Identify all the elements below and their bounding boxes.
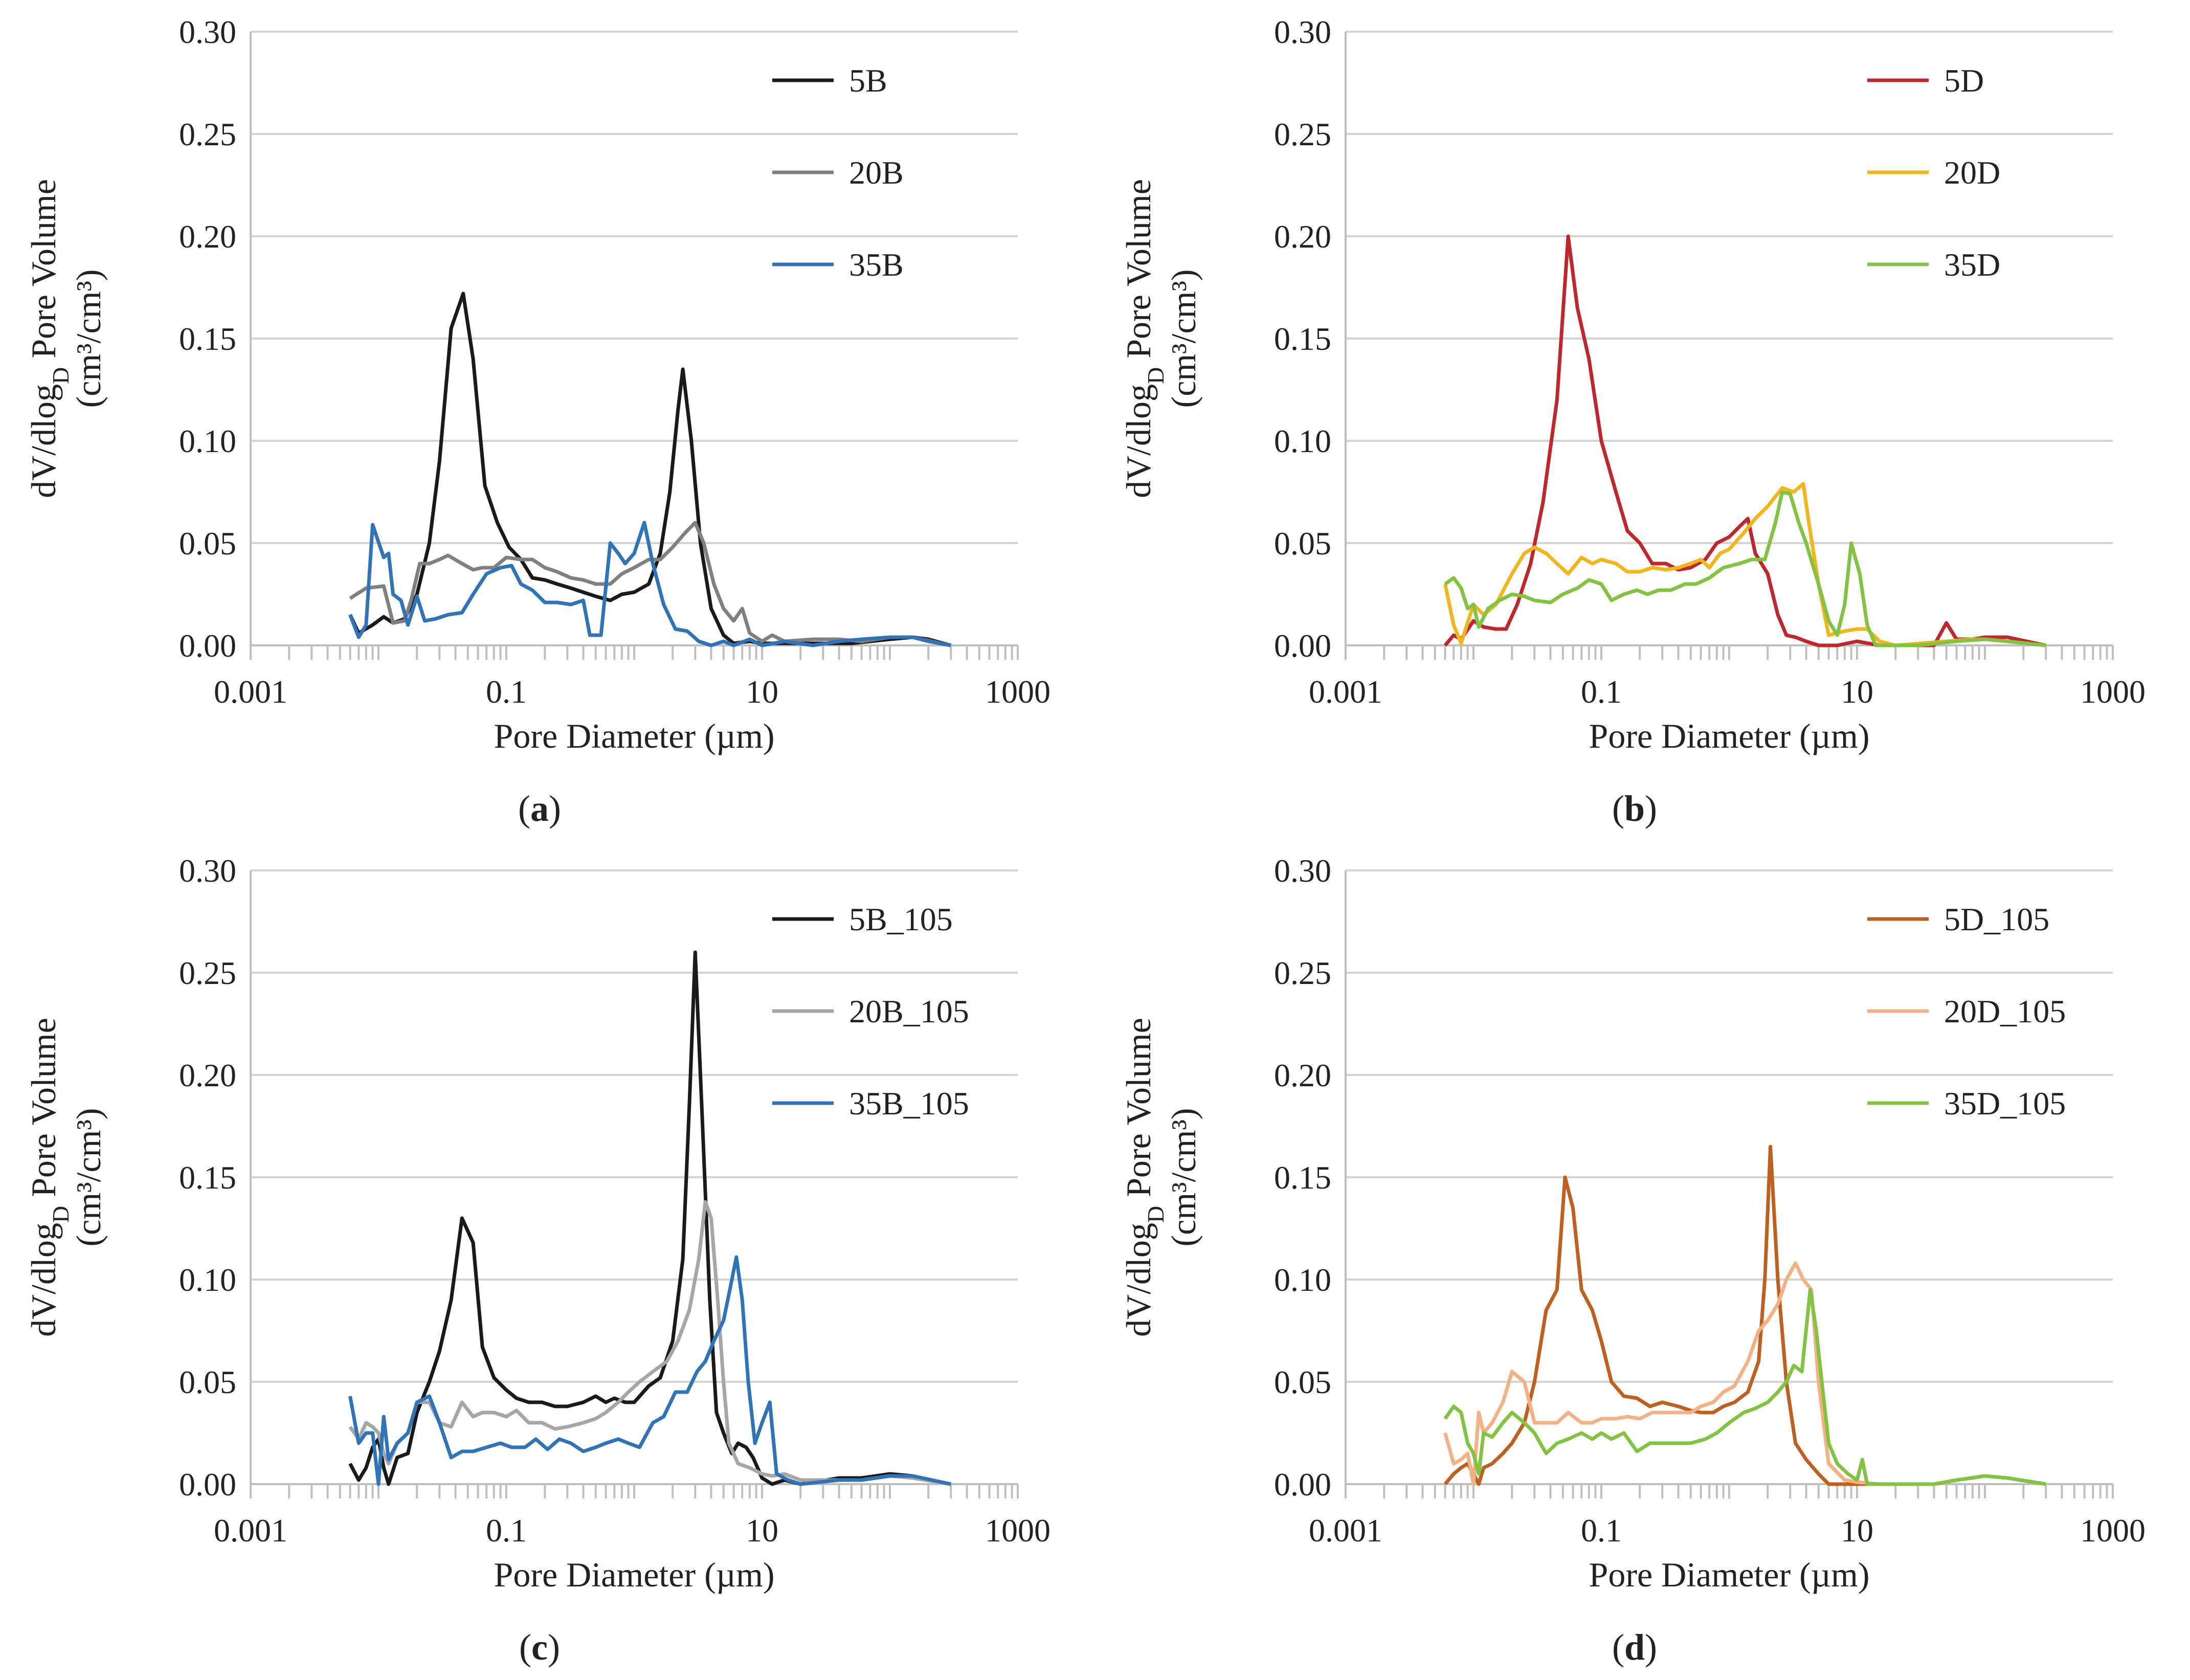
series-line-35D_105: [1443, 1288, 2046, 1486]
legend-label: 5B_105: [849, 901, 953, 937]
x-tick-label: 10: [1841, 1512, 1873, 1549]
x-tick-label: 0.1: [486, 674, 527, 710]
series-line-35D: [1444, 490, 2046, 647]
x-tick-label: 0.001: [1309, 674, 1382, 710]
series-line-20D: [1443, 482, 2046, 647]
y-tick-label: 0.25: [1274, 116, 1331, 152]
y-tick-label: 0.20: [1274, 218, 1331, 255]
legend-label: 20B_105: [849, 993, 969, 1029]
legend-label: 35B: [849, 247, 904, 283]
x-tick-label: 0.1: [1581, 1512, 1622, 1549]
y-tick-label: 0.05: [1274, 1364, 1331, 1400]
y-tick-label: 0.05: [179, 525, 236, 562]
y-tick-label: 0.25: [179, 116, 236, 152]
x-tick-label: 10: [746, 674, 778, 710]
y-axis-units: (cm³/cm³): [1164, 269, 1203, 408]
caption-b: (b): [1612, 788, 1657, 829]
y-tick-label: 0.00: [179, 1466, 236, 1503]
y-axis-title: dV/dlogD Pore Volume: [24, 179, 74, 498]
y-tick-label: 0.00: [1274, 1466, 1331, 1503]
x-axis-title: Pore Diameter (µm): [1589, 1555, 1870, 1594]
caption-c: (c): [519, 1627, 560, 1668]
legend-label: 20D_105: [1944, 993, 2066, 1029]
y-tick-label: 0.30: [1274, 853, 1331, 889]
y-tick-label: 0.00: [1274, 628, 1331, 664]
series-line-20B: [349, 521, 952, 647]
y-tick-label: 0.25: [1274, 955, 1331, 991]
chart-c: 0.00 0.05 0.10 0.15 0.20 0.25 0.30 0.001 0.1 10 10…: [24, 853, 1051, 1594]
x-axis-title: Pore Diameter (µm): [494, 716, 775, 755]
x-tick-label: 1000: [985, 1512, 1051, 1549]
y-axis-title: dV/dlogD Pore Volume: [24, 1018, 74, 1337]
chart-d: 0.00 0.05 0.10 0.15 0.20 0.25 0.30 0.001 0.1 10 10…: [1119, 853, 2146, 1594]
x-tick-label: 0.001: [1309, 1512, 1382, 1549]
legend-label: 5B: [849, 62, 887, 99]
x-tick-label: 10: [746, 1512, 778, 1549]
chart-panel-d: 0.00 0.05 0.10 0.15 0.20 0.25 0.30 0.001 0.1 10 10…: [1095, 839, 2190, 1677]
chart-a: 0.00 0.05 0.10 0.15 0.20 0.25 0.30 0.001 0.1 10 10…: [24, 14, 1051, 755]
x-tick-label: 0.001: [214, 674, 287, 710]
x-tick-label: 0.1: [486, 1512, 527, 1549]
legend-label: 5D_105: [1944, 901, 2049, 937]
series-line-20D_105: [1443, 1261, 2046, 1486]
series-line-5B: [348, 292, 952, 647]
series-line-35B_105: [348, 1255, 952, 1486]
y-axis-units: (cm³/cm³): [69, 1108, 108, 1246]
chart-panel-c: 0.00 0.05 0.10 0.15 0.20 0.25 0.30 0.001 0.1 10 10…: [0, 839, 1095, 1677]
legend-label: 35B_105: [849, 1085, 969, 1122]
chart-panel-a: 0.00 0.05 0.10 0.15 0.20 0.25 0.30 0.001 0.1 10 10…: [0, 0, 1095, 839]
y-axis-title: dV/dlogD Pore Volume: [1119, 179, 1169, 498]
x-tick-label: 1000: [985, 674, 1051, 710]
y-axis-title: dV/dlogD Pore Volume: [1119, 1018, 1169, 1337]
y-tick-label: 0.15: [179, 1159, 236, 1196]
x-axis-title: Pore Diameter (µm): [494, 1555, 775, 1594]
legend-label: 35D: [1944, 247, 2000, 283]
y-axis-units: (cm³/cm³): [1164, 1108, 1203, 1246]
y-tick-label: 0.00: [179, 628, 236, 664]
y-tick-label: 0.20: [179, 218, 236, 255]
y-tick-label: 0.10: [179, 423, 236, 459]
caption-a: (a): [518, 788, 561, 829]
y-tick-label: 0.10: [179, 1262, 236, 1298]
y-tick-label: 0.30: [179, 853, 236, 889]
series-line-35B: [348, 521, 951, 647]
x-axis-title: Pore Diameter (µm): [1589, 716, 1870, 755]
y-tick-label: 0.20: [179, 1057, 236, 1093]
series-line-5B_105: [348, 950, 952, 1486]
y-tick-label: 0.20: [1274, 1057, 1331, 1093]
x-tick-label: 10: [1841, 674, 1873, 710]
y-tick-label: 0.10: [1274, 1262, 1331, 1298]
legend-label: 35D_105: [1944, 1085, 2066, 1122]
y-tick-label: 0.30: [1274, 14, 1331, 50]
x-tick-label: 1000: [2080, 674, 2146, 710]
y-tick-label: 0.25: [179, 955, 236, 991]
y-tick-label: 0.15: [179, 321, 236, 357]
x-tick-label: 0.1: [1581, 674, 1622, 710]
chart-b: 0.00 0.05 0.10 0.15 0.20 0.25 0.30 0.001 0.1 10 10…: [1119, 14, 2146, 755]
legend-label: 20B: [849, 154, 904, 191]
legend-label: 20D: [1944, 154, 2000, 191]
y-tick-label: 0.30: [179, 14, 236, 50]
y-tick-label: 0.10: [1274, 423, 1331, 459]
legend-label: 5D: [1944, 62, 1984, 99]
caption-d: (d): [1612, 1627, 1657, 1668]
y-tick-label: 0.15: [1274, 321, 1331, 357]
y-tick-label: 0.05: [179, 1364, 236, 1400]
x-tick-label: 0.001: [214, 1512, 287, 1549]
x-tick-label: 1000: [2080, 1512, 2146, 1549]
chart-panel-b: 0.00 0.05 0.10 0.15 0.20 0.25 0.30 0.001 0.1 10 10…: [1095, 0, 2190, 839]
y-tick-label: 0.05: [1274, 525, 1331, 562]
y-axis-units: (cm³/cm³): [69, 269, 108, 408]
y-tick-label: 0.15: [1274, 1159, 1331, 1196]
